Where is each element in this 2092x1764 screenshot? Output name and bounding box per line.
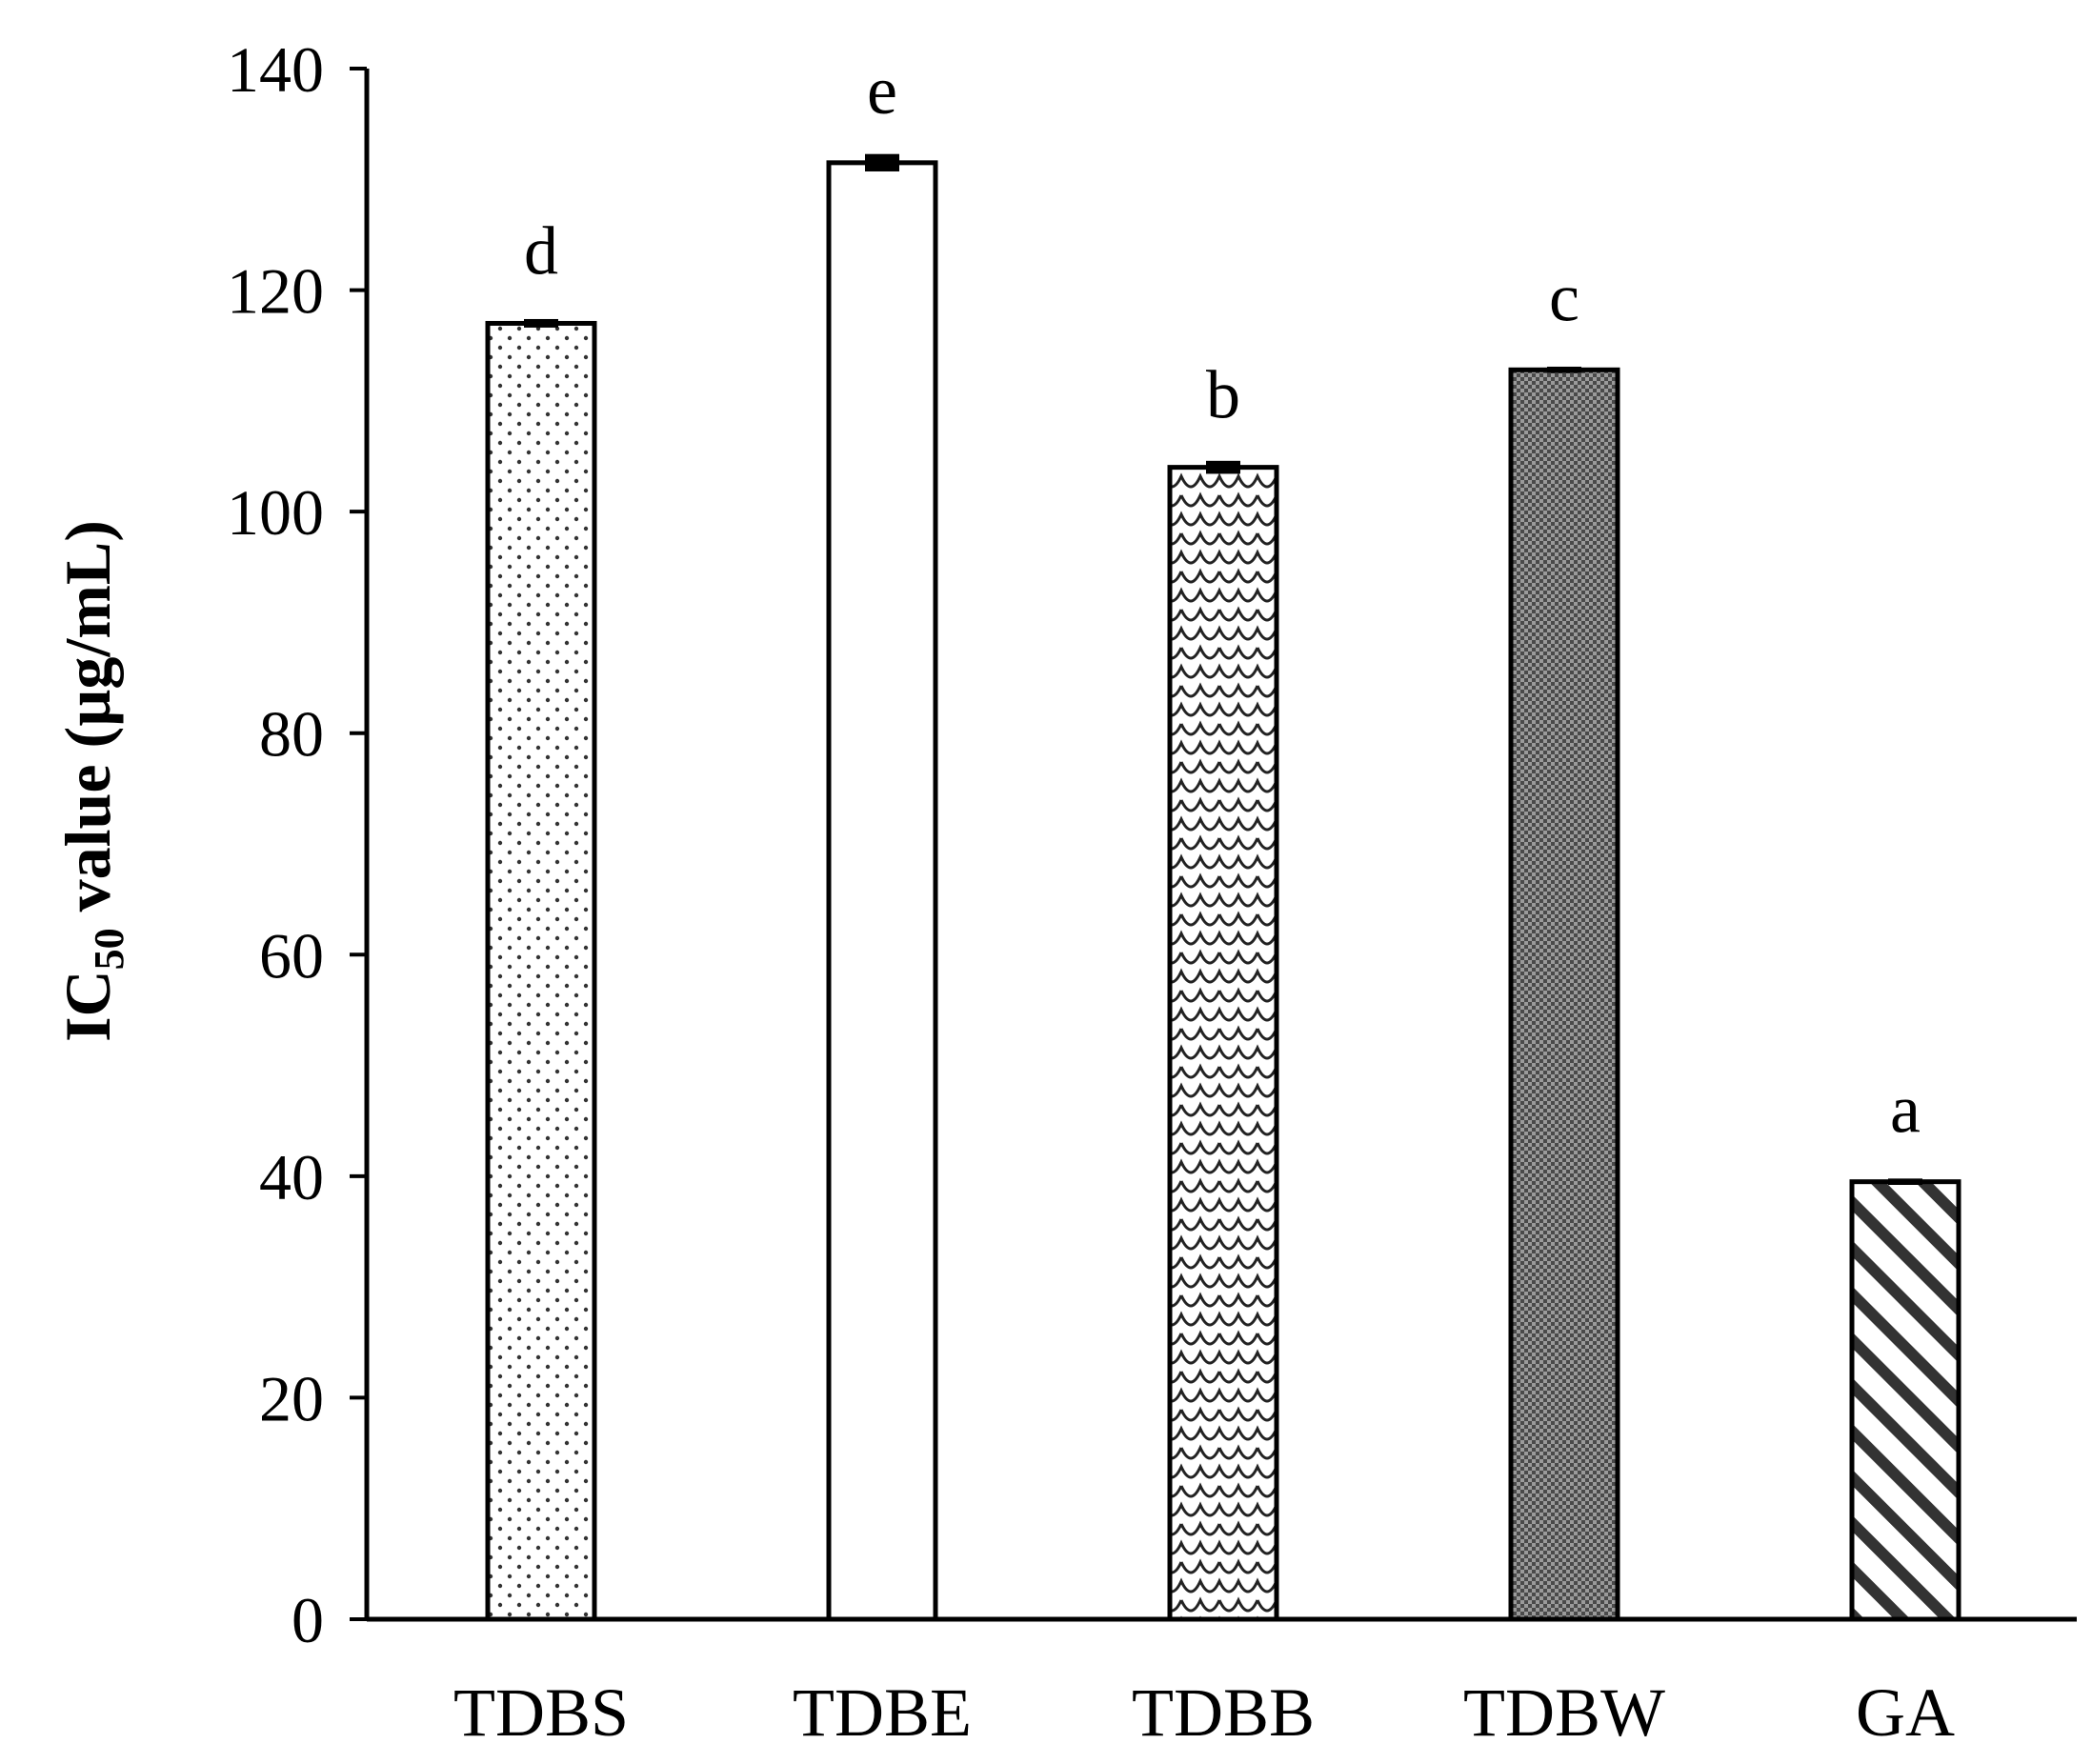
y-tick-label: 20 — [259, 1362, 324, 1434]
y-tick-label: 60 — [259, 919, 324, 992]
category-label-tdbb: TDBB — [1132, 1674, 1315, 1751]
category-labels: TDBS TDBE TDBB TDBW GA — [453, 1674, 1955, 1751]
category-label-tdbs: TDBS — [453, 1674, 629, 1751]
bar-tdbe — [826, 160, 938, 1622]
error-cap-tdbe — [865, 153, 899, 171]
category-label-ga: GA — [1856, 1674, 1955, 1751]
y-tick-label: 100 — [227, 476, 324, 549]
error-cap-tdbb — [1206, 460, 1240, 474]
bar-tdbw — [1508, 367, 1620, 1622]
significance-letters: d e b c a — [524, 52, 1921, 1148]
category-label-tdbe: TDBE — [793, 1674, 972, 1751]
bar-tdbs — [485, 320, 597, 1622]
y-axis-title-suffix: value (µg/mL) — [51, 520, 124, 928]
significance-letter-ga: a — [1890, 1072, 1921, 1148]
bar-ga — [1849, 1179, 1961, 1622]
error-cap-tdbs — [524, 318, 558, 328]
y-tick-label: 140 — [227, 33, 324, 106]
significance-letter-tdbw: c — [1549, 259, 1579, 335]
y-axis-ticks: 0 20 40 60 80 100 120 140 — [227, 33, 367, 1656]
error-cap-ga — [1888, 1178, 1922, 1185]
error-cap-tdbw — [1547, 366, 1581, 373]
category-label-tdbw: TDBW — [1463, 1674, 1665, 1751]
y-tick-label: 40 — [259, 1141, 324, 1213]
error-bars — [524, 153, 1922, 1185]
y-tick-label: 120 — [227, 255, 324, 328]
significance-letter-tdbb: b — [1206, 357, 1240, 433]
y-tick-label: 0 — [292, 1584, 324, 1656]
bars — [485, 160, 1961, 1622]
y-axis-title: IC50 value (µg/mL) — [51, 520, 132, 1042]
y-axis-title-prefix: IC — [51, 970, 124, 1042]
bar-tdbb — [1167, 465, 1279, 1622]
y-axis-title-subscript: 50 — [86, 928, 132, 970]
y-tick-label: 80 — [259, 698, 324, 771]
significance-letter-tdbs: d — [524, 212, 558, 289]
significance-letter-tdbe: e — [867, 52, 897, 129]
